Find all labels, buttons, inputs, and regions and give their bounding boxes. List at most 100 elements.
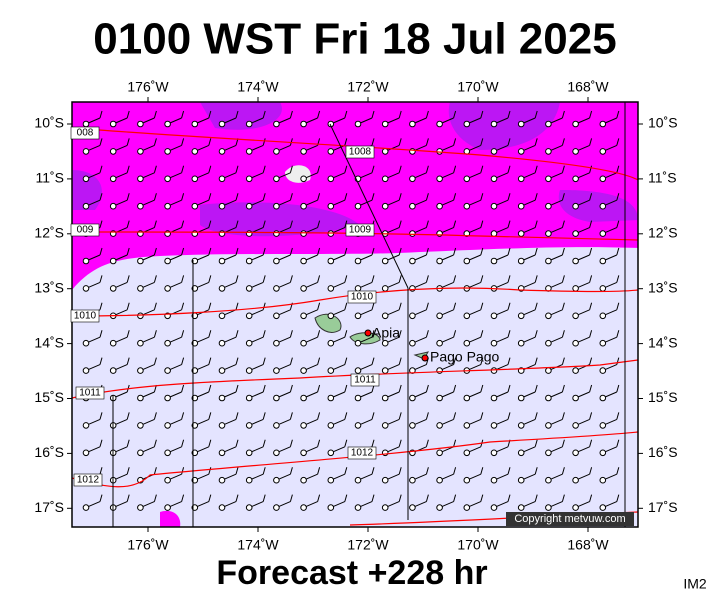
barb-flag — [480, 110, 484, 119]
barb-station — [273, 148, 280, 155]
barb-station — [599, 339, 607, 347]
barb-station — [82, 504, 90, 511]
barb-station — [273, 285, 280, 292]
barb-flag — [208, 138, 212, 146]
barb-station — [381, 504, 389, 511]
barb-station — [273, 339, 280, 347]
barb-flag — [235, 302, 239, 310]
barb-flag — [235, 275, 239, 283]
barb-station — [381, 285, 389, 292]
lat-label: 12˚S — [648, 225, 678, 241]
lon-label: 168˚W — [567, 537, 609, 553]
barb-station — [245, 504, 253, 511]
barb-flag — [453, 220, 457, 228]
copyright-bg — [506, 512, 634, 526]
barb-station — [354, 476, 362, 484]
barb-station — [354, 202, 362, 210]
barb-station — [572, 367, 579, 374]
barb-station — [545, 449, 552, 457]
barb-flag — [126, 138, 130, 146]
lon-label: 172˚W — [347, 79, 389, 95]
barb-station — [273, 312, 280, 320]
barb-station — [218, 476, 226, 484]
barb-flag — [99, 412, 103, 420]
barb-station — [545, 230, 552, 237]
barb-flag — [181, 193, 185, 201]
barb-station — [300, 422, 307, 429]
barb-flag — [289, 439, 293, 447]
barb-station — [109, 339, 117, 347]
barb-flag — [317, 220, 321, 228]
barb-flag — [262, 384, 266, 393]
lat-label: 14˚S — [648, 334, 678, 350]
lat-label: 11˚S — [648, 170, 677, 186]
barb-flag — [589, 494, 593, 502]
barb-station — [164, 449, 171, 457]
barb-station — [164, 285, 171, 292]
barb-flag — [507, 138, 511, 146]
barb-flag — [398, 494, 402, 502]
barb-station — [463, 394, 471, 402]
barb-flag — [235, 110, 239, 119]
barb-flag — [235, 357, 239, 365]
barb-flag — [153, 302, 157, 310]
barb-station — [354, 257, 362, 265]
barb-station — [109, 367, 117, 374]
isobar-label-bg — [347, 446, 377, 460]
barb-station — [82, 339, 90, 347]
barb-flag — [262, 247, 266, 256]
barb-flag — [561, 247, 565, 256]
barb-flag — [289, 220, 293, 228]
barb-flag — [589, 138, 593, 146]
barb-flag — [480, 330, 484, 338]
barb-station — [572, 202, 579, 210]
barb-station — [517, 257, 525, 265]
barb-flag — [453, 357, 457, 365]
barb-flag — [589, 467, 593, 475]
barb-flag — [616, 330, 620, 338]
barb-station — [599, 202, 607, 210]
barb-flag — [181, 412, 185, 420]
barb-flag — [589, 302, 593, 310]
barb-flag — [181, 357, 185, 365]
barb-flag — [262, 302, 266, 310]
barb-station — [463, 202, 471, 210]
barb-flag — [561, 467, 565, 475]
barb-flag — [398, 467, 402, 475]
barb-flag — [289, 110, 293, 119]
barb-station — [300, 202, 307, 210]
barb-flag — [126, 302, 130, 310]
barb-station — [164, 476, 171, 484]
barb-station — [599, 422, 607, 429]
barb-flag — [453, 275, 457, 283]
barb-flag — [589, 384, 593, 393]
barb-station — [409, 285, 416, 292]
isobar-label-bg — [70, 309, 100, 323]
barb-station — [572, 504, 579, 511]
barb-station — [490, 394, 498, 402]
isobar-label-bg — [70, 126, 100, 140]
barb-station — [245, 367, 253, 374]
barb-flag — [534, 110, 538, 119]
barb-station — [191, 175, 199, 183]
barb-flag — [480, 412, 484, 420]
barb-station — [218, 257, 226, 265]
barb-station — [436, 449, 443, 457]
barb-flag — [262, 467, 266, 475]
barb-flag — [317, 439, 321, 447]
barb-station — [245, 422, 253, 429]
barb-flag — [371, 275, 375, 283]
barb-flag — [289, 357, 293, 365]
barb-station — [327, 394, 335, 402]
copyright: Copyright metvuw.com — [514, 513, 625, 525]
barb-station — [273, 202, 280, 210]
barb-flag — [126, 412, 130, 420]
isobar-label-bg — [350, 373, 380, 387]
barb-flag — [289, 247, 293, 256]
barb-station — [327, 422, 335, 429]
barb-station — [545, 202, 552, 210]
barb-flag — [398, 220, 402, 228]
barb-station — [545, 175, 552, 183]
barb-flag — [534, 494, 538, 502]
barb-station — [545, 120, 552, 128]
